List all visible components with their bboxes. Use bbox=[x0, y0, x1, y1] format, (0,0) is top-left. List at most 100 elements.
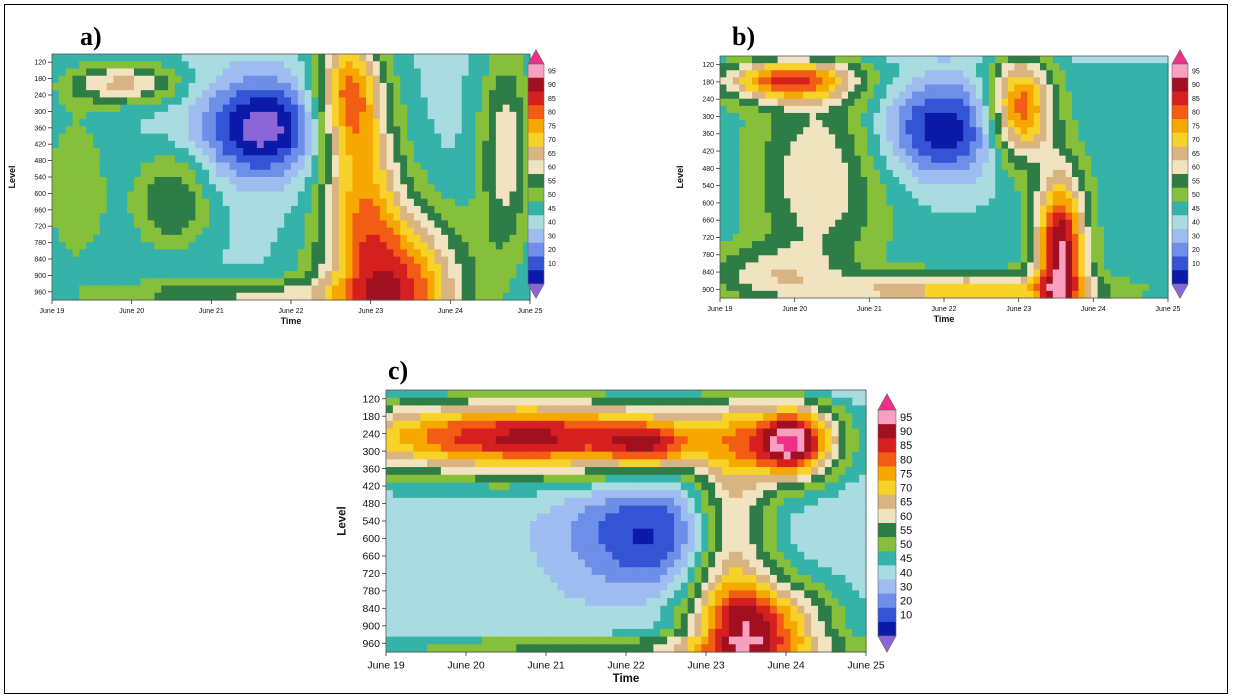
a-cell bbox=[188, 213, 196, 222]
b-cell bbox=[944, 184, 951, 192]
a-cell bbox=[311, 148, 319, 156]
a-cell bbox=[174, 271, 183, 279]
b-cell bbox=[1116, 233, 1124, 242]
b-cell bbox=[745, 84, 753, 93]
a-cell bbox=[181, 292, 190, 301]
a-cell bbox=[263, 162, 272, 171]
a-x-tick-label: June 19 bbox=[40, 308, 65, 315]
b-cell bbox=[937, 276, 945, 285]
a-cell bbox=[65, 278, 74, 287]
b-cell bbox=[867, 290, 875, 299]
b-cell bbox=[1052, 98, 1060, 107]
a-cell bbox=[147, 148, 156, 156]
a-cell bbox=[188, 285, 196, 294]
a-cell bbox=[92, 75, 101, 84]
b-cell bbox=[1129, 233, 1137, 242]
b-colorbar-swatch bbox=[1172, 270, 1188, 285]
b-cell bbox=[816, 233, 823, 242]
b-cell bbox=[771, 255, 779, 264]
b-cell bbox=[1014, 56, 1022, 64]
b-cell bbox=[1001, 84, 1009, 93]
a-cell bbox=[304, 104, 313, 113]
b-cell bbox=[1065, 70, 1073, 78]
a-cell bbox=[413, 54, 422, 62]
a-cell bbox=[325, 220, 333, 229]
b-cell bbox=[1046, 155, 1054, 164]
a-cell bbox=[489, 227, 497, 236]
b-cell bbox=[1148, 169, 1156, 178]
a-cell bbox=[475, 162, 483, 171]
b-cell bbox=[1142, 269, 1150, 278]
a-cell bbox=[372, 198, 381, 207]
a-cell bbox=[202, 227, 210, 236]
b-cell bbox=[918, 84, 926, 93]
a-cell bbox=[413, 234, 422, 243]
a-cell bbox=[154, 61, 162, 70]
b-cell bbox=[937, 283, 945, 292]
b-cell bbox=[1027, 283, 1035, 292]
b-cell bbox=[918, 262, 926, 271]
b-cell bbox=[912, 255, 919, 264]
a-y-tick-label: 660 bbox=[34, 207, 46, 214]
a-cell bbox=[250, 285, 258, 294]
b-cell bbox=[764, 212, 772, 221]
b-cell bbox=[1161, 169, 1169, 178]
a-cell bbox=[311, 242, 319, 250]
b-cell bbox=[1148, 56, 1156, 64]
b-cell bbox=[950, 241, 958, 249]
a-cell bbox=[297, 191, 306, 200]
b-cell bbox=[892, 184, 900, 192]
b-cell bbox=[912, 112, 919, 121]
b-cell bbox=[937, 198, 945, 207]
a-cell bbox=[250, 169, 258, 178]
a-cell bbox=[202, 82, 210, 91]
a-colorbar-tick-label: 10 bbox=[548, 261, 556, 268]
b-cell bbox=[950, 162, 958, 171]
b-cell bbox=[752, 177, 759, 185]
b-cell bbox=[1136, 56, 1143, 64]
a-cell bbox=[291, 285, 299, 294]
a-cell bbox=[215, 177, 224, 185]
b-cell bbox=[720, 70, 727, 78]
a-cell bbox=[140, 155, 149, 164]
b-cell bbox=[1110, 290, 1118, 299]
a-cell bbox=[516, 111, 524, 120]
b-cell bbox=[745, 205, 753, 214]
b-cell bbox=[726, 276, 734, 285]
c-cell bbox=[386, 536, 394, 545]
a-cell bbox=[448, 119, 456, 127]
a-cell bbox=[168, 162, 176, 171]
a-cell bbox=[509, 97, 517, 106]
c-cell bbox=[392, 443, 401, 453]
a-cell bbox=[311, 234, 319, 243]
a-cell bbox=[359, 155, 367, 164]
b-cell bbox=[809, 56, 817, 64]
a-cell bbox=[331, 119, 340, 127]
b-cell bbox=[1033, 248, 1041, 256]
a-cell bbox=[250, 249, 258, 258]
a-cell bbox=[284, 140, 292, 149]
panel-b-svg: 1201802403003604204805406006607207808409… bbox=[675, 48, 1200, 324]
b-cell bbox=[950, 248, 958, 256]
a-cell bbox=[366, 104, 374, 113]
a-cell bbox=[154, 184, 162, 193]
a-cell bbox=[106, 111, 115, 120]
b-cell bbox=[822, 91, 830, 100]
b-colorbar-tick-label: 20 bbox=[1192, 247, 1200, 254]
a-cell bbox=[229, 205, 237, 214]
a-cell bbox=[482, 68, 490, 77]
a-cell bbox=[291, 155, 299, 164]
b-cell bbox=[1084, 198, 1092, 207]
a-cell bbox=[509, 198, 517, 207]
a-cell bbox=[400, 54, 408, 62]
b-cell bbox=[796, 290, 804, 299]
b-cell bbox=[745, 141, 753, 150]
a-cell bbox=[120, 68, 128, 77]
a-cell bbox=[168, 227, 176, 236]
a-cell bbox=[86, 61, 94, 70]
b-cell bbox=[1033, 226, 1041, 235]
b-cell bbox=[918, 148, 926, 157]
a-cell bbox=[468, 256, 476, 265]
b-cell bbox=[1072, 276, 1079, 285]
a-cell bbox=[277, 162, 285, 171]
